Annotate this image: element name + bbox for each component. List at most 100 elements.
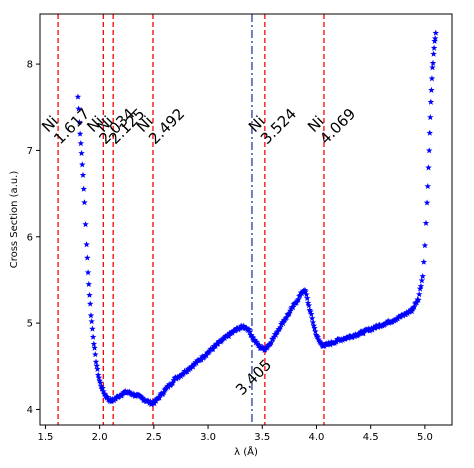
data-point [419,272,426,280]
data-point [425,164,432,171]
x-tick-label: 1.5 [37,432,53,443]
data-point [312,328,319,335]
data-point [87,312,95,319]
data-point [83,241,90,248]
data-point [429,59,437,66]
data-point [327,338,335,345]
data-point [314,333,322,340]
data-point [427,98,435,105]
y-tick-label: 5 [27,319,33,330]
plot-frame [39,13,453,426]
data-point [421,242,429,249]
data-points [74,29,439,408]
data-point [373,322,381,330]
data-point [164,382,171,390]
data-point [137,393,145,400]
edge-lines [57,14,325,425]
data-point [87,300,94,307]
y-axis-ticks: 4 5 6 7 8 [27,60,40,416]
data-point [315,336,322,343]
data-point [92,351,99,358]
x-axis-ticks: 1.5 2.0 2.5 3.0 3.5 4.0 4.5 5.0 [37,425,433,443]
data-point [139,394,146,401]
data-point [243,324,250,331]
data-point [246,328,254,335]
data-point [347,333,354,340]
data-point [121,387,129,395]
data-point [108,398,115,405]
x-tick-label: 2.5 [146,432,162,443]
data-point [248,332,255,339]
data-point [418,277,426,284]
data-point [97,379,104,386]
data-point [259,343,266,350]
y-axis-label: Cross Section (a.u.) [9,171,20,269]
data-point [305,302,313,309]
data-point [416,291,423,298]
data-point [424,182,432,190]
data-point [96,377,103,384]
data-point [408,307,416,315]
x-tick-label: 4.0 [309,432,325,443]
data-point [253,338,260,345]
data-point [327,341,334,348]
data-point [104,393,111,400]
data-point [99,384,106,391]
data-point [101,391,109,398]
data-point [307,308,314,315]
data-point [130,390,138,397]
data-point [238,323,246,330]
data-point [169,379,177,386]
data-point [428,86,435,93]
data-point [79,161,86,168]
data-point [432,29,439,36]
data-point [94,365,101,372]
y-tick-label: 4 [27,405,33,416]
data-point [80,185,87,192]
plot-area [40,14,452,425]
data-point [277,324,284,331]
data-point [86,291,93,298]
x-axis-label: λ (Å) [234,445,258,458]
data-point [77,140,85,147]
data-point [160,389,168,396]
data-point [415,296,422,303]
data-point [279,319,287,327]
data-point [209,345,217,352]
data-point [426,147,433,154]
data-point [301,286,309,293]
data-point [249,334,257,341]
data-point [304,294,311,302]
data-point [89,325,96,332]
data-point [309,319,317,326]
data-point [417,282,425,290]
data-point [198,353,206,360]
data-point [429,64,436,71]
data-point [76,118,83,125]
data-point [311,324,318,332]
data-point [183,368,191,375]
data-point [165,383,172,390]
data-point [304,299,312,306]
data-point [295,296,302,303]
data-point [308,315,316,322]
data-point [316,337,323,345]
data-point [302,288,309,295]
data-point [94,371,102,378]
y-tick-label: 7 [27,146,33,157]
data-point [184,365,192,372]
data-point [255,341,263,349]
data-point [420,258,428,265]
x-tick-label: 5.0 [417,432,433,443]
data-point [268,339,275,346]
data-point [78,149,85,157]
data-point [270,333,278,340]
data-point [360,330,367,337]
data-point [312,331,320,338]
data-point [423,199,431,206]
data-point [286,310,293,317]
data-point [126,388,133,395]
data-point [422,219,430,226]
data-point [358,328,365,335]
